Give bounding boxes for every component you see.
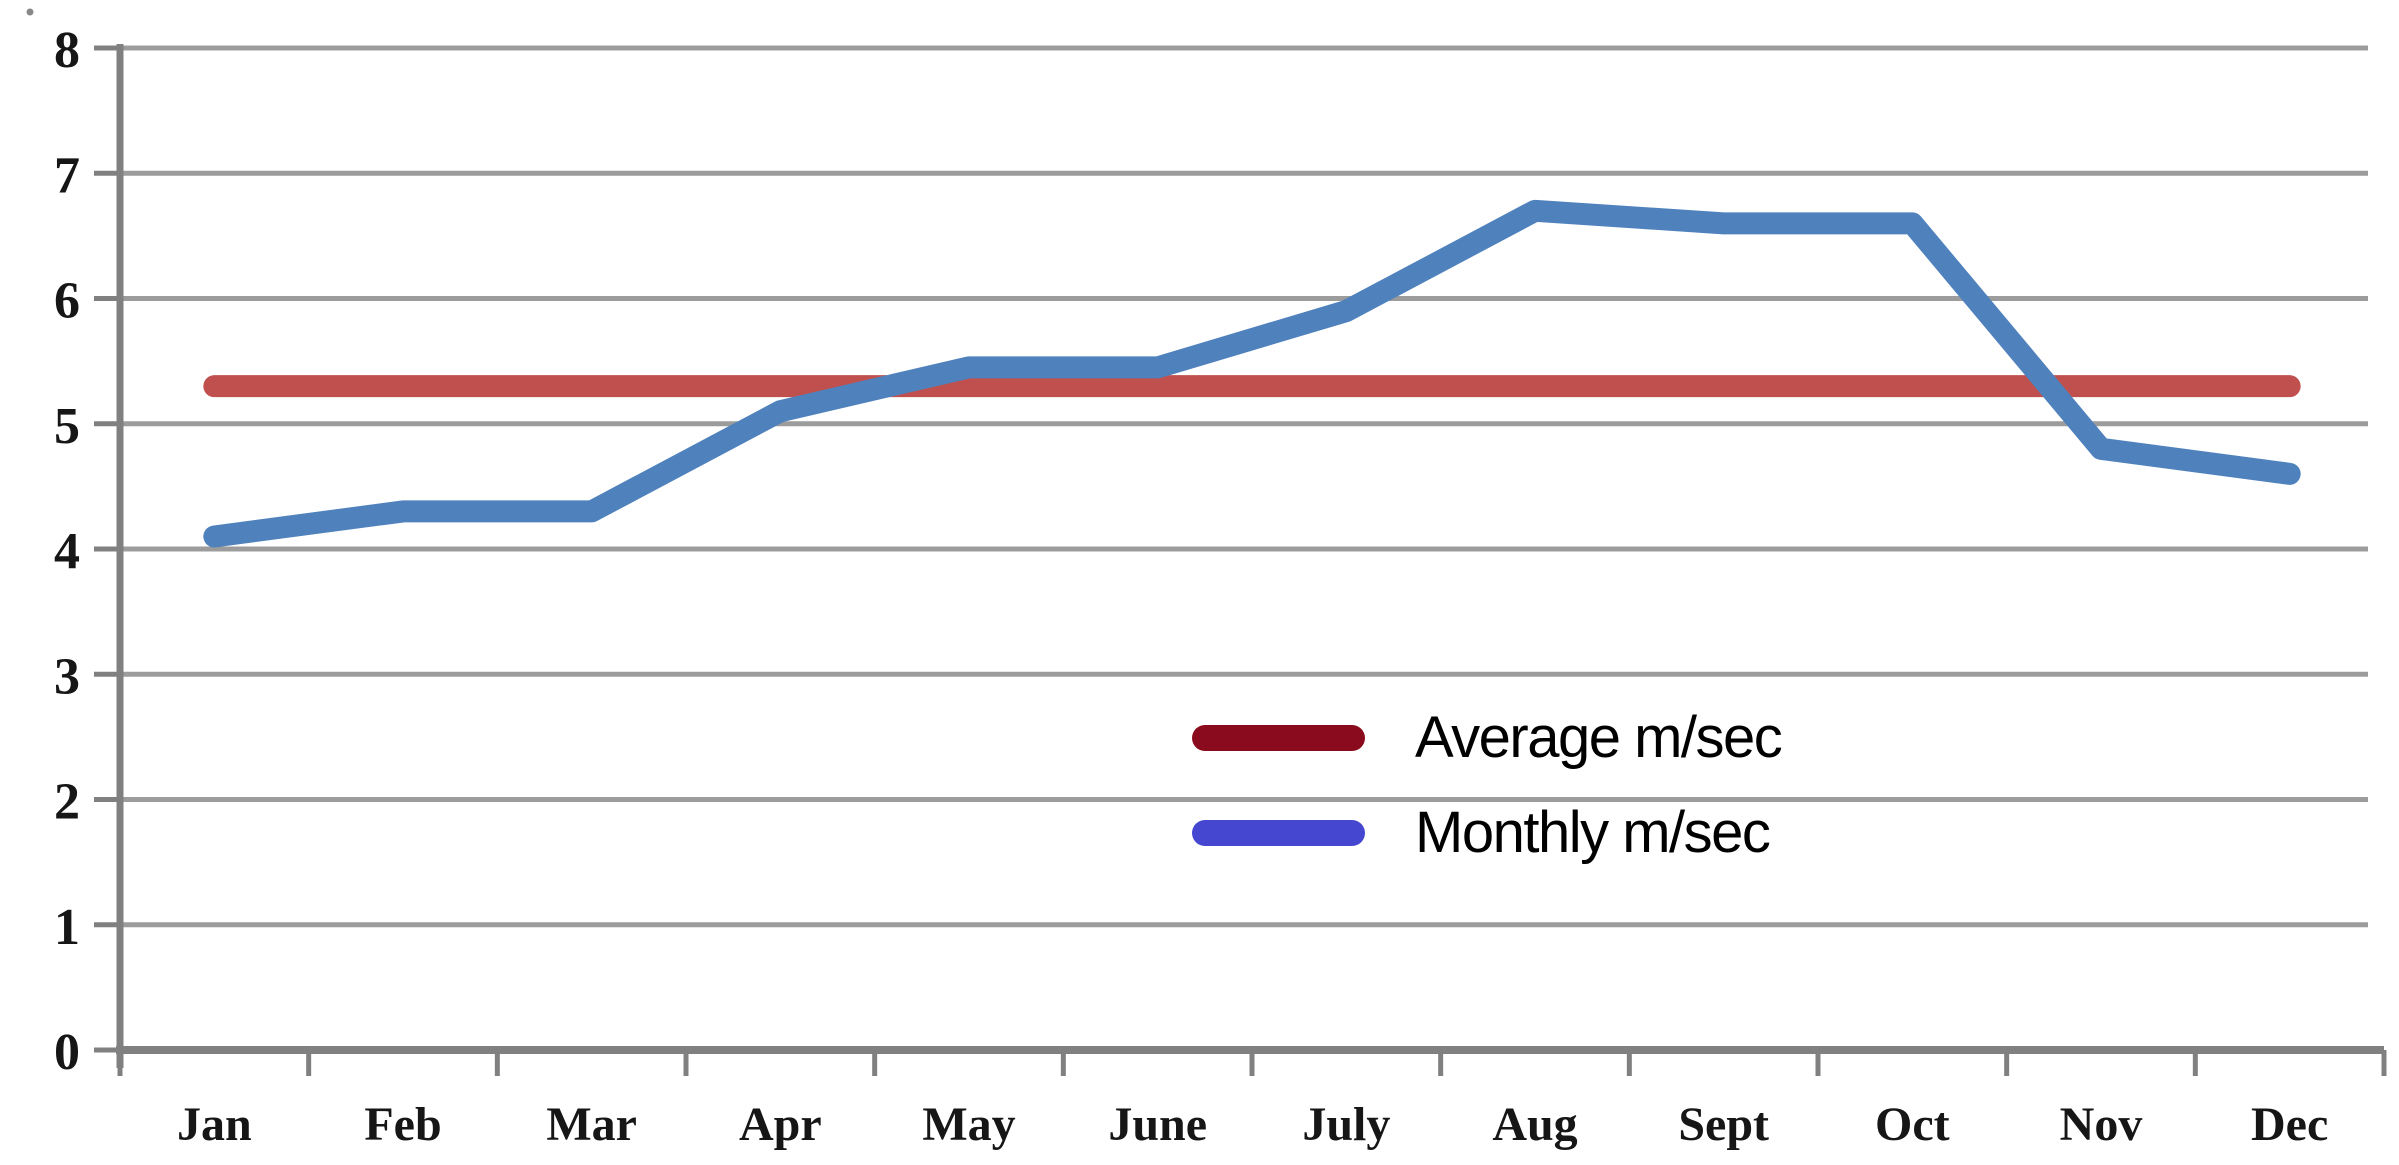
y-tick-label-3: 3 <box>54 648 80 705</box>
month-label-apr: Apr <box>739 1098 822 1151</box>
y-tick-label-4: 4 <box>54 523 80 580</box>
month-label-june: June <box>1108 1098 1207 1151</box>
month-label-oct: Oct <box>1875 1098 1950 1151</box>
y-tick-label-7: 7 <box>54 147 80 204</box>
month-label-july: July <box>1302 1098 1390 1151</box>
stray-dot-artifact <box>26 8 34 16</box>
y-tick-label-0: 0 <box>54 1024 80 1081</box>
legend-label-monthly: Monthly m/sec <box>1415 800 1770 865</box>
y-axis-tick-marks <box>94 45 120 1053</box>
y-tick-label-8: 8 <box>54 22 80 79</box>
month-label-nov: Nov <box>2060 1098 2143 1151</box>
axes <box>116 44 2384 1068</box>
y-tick-label-2: 2 <box>54 774 80 831</box>
x-axis-month-labels: Jan Feb Mar Apr May June July Aug Sept Oct Nov Dec <box>177 1098 2328 1151</box>
month-label-dec: Dec <box>2251 1098 2328 1151</box>
y-tick-label-1: 1 <box>54 899 80 956</box>
monthly-series-line <box>203 199 2301 548</box>
y-axis-tick-labels: 8 7 6 5 4 3 2 1 0 <box>54 22 80 1081</box>
y-tick-label-6: 6 <box>54 273 80 330</box>
month-label-sept: Sept <box>1678 1098 1769 1151</box>
month-label-feb: Feb <box>364 1098 441 1151</box>
month-label-mar: Mar <box>546 1098 637 1151</box>
legend: Average m/sec Monthly m/sec <box>1192 705 1783 865</box>
legend-label-average: Average m/sec <box>1415 705 1782 770</box>
gridlines <box>120 45 2368 928</box>
series-lines <box>203 199 2301 548</box>
month-label-may: May <box>922 1098 1015 1151</box>
month-label-jan: Jan <box>177 1098 252 1151</box>
y-tick-label-5: 5 <box>54 398 80 455</box>
x-axis-tick-marks <box>117 1050 2387 1076</box>
month-label-aug: Aug <box>1492 1098 1577 1151</box>
